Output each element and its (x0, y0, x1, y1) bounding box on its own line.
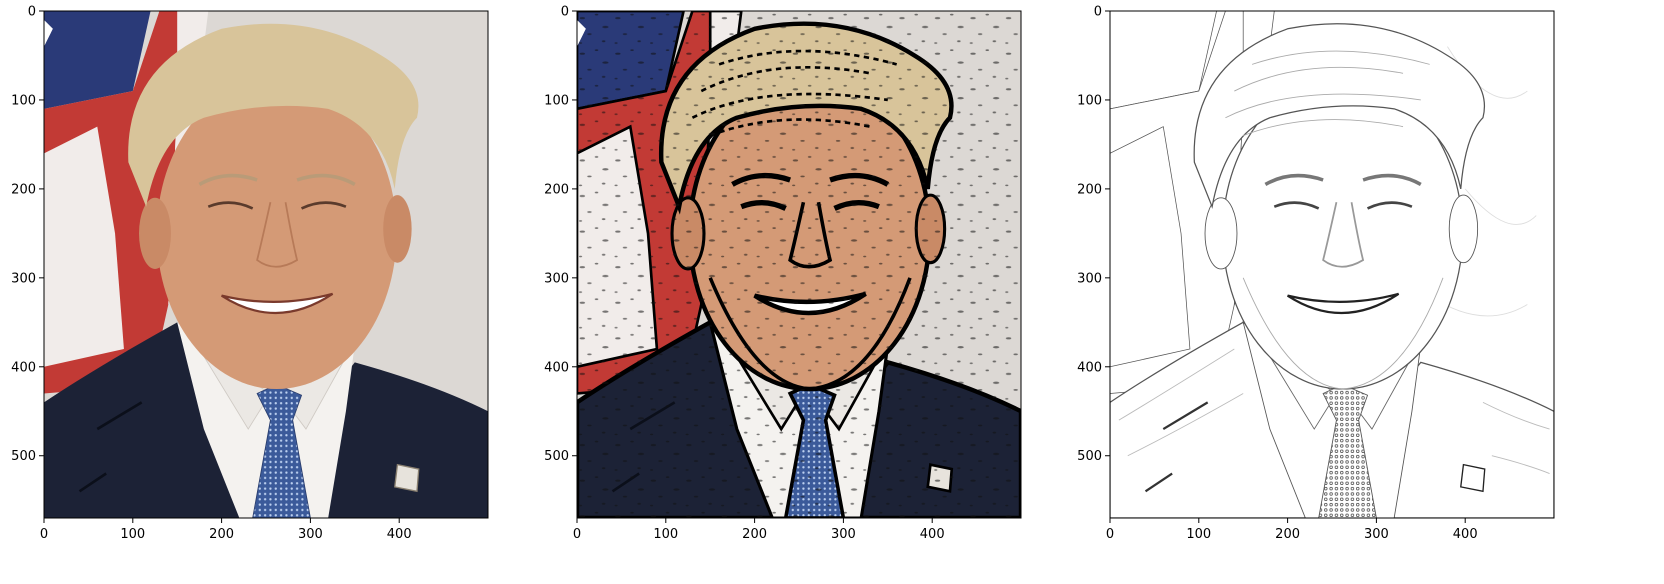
jaw-line (1242, 277, 1444, 390)
y-tick-label: 500 (11, 449, 36, 464)
x-tick-label: 0 (40, 527, 48, 542)
y-tick-label: 200 (11, 182, 36, 197)
y-tick-label: 100 (11, 93, 36, 108)
y-tick-label: 400 (11, 360, 36, 375)
nose (256, 202, 299, 268)
axes-frame (576, 10, 1022, 519)
hair (1193, 23, 1486, 209)
flag-white-stripe (1110, 126, 1191, 368)
nose (1322, 202, 1365, 268)
y-tick-label: 400 (544, 360, 569, 375)
x-tick-label: 0 (1106, 527, 1114, 542)
y-tick-label: 300 (544, 271, 569, 286)
image-content (1110, 11, 1554, 518)
y-tick-label: 200 (544, 182, 569, 197)
face (156, 77, 397, 390)
y-tick-label: 100 (544, 93, 569, 108)
y-tick-label: 400 (1077, 360, 1102, 375)
hair-strands (1225, 50, 1430, 136)
axes-frame (43, 10, 489, 519)
ear-right (1448, 194, 1479, 264)
y-tick-label: 0 (561, 5, 569, 20)
y-tick-label: 0 (1094, 5, 1102, 20)
y-tick-label: 300 (1077, 271, 1102, 286)
x-tick-label: 300 (298, 527, 323, 542)
x-tick-label: 0 (573, 527, 581, 542)
ear-left (1204, 197, 1238, 270)
ear-right (383, 195, 412, 263)
smile (220, 292, 334, 315)
panel-cartoon-effect: 0 100 200 300 400 0 100 200 300 400 500 (544, 5, 1022, 542)
eyes (207, 201, 347, 210)
panel-pencil-sketch: 0 100 200 300 400 0 100 200 300 400 500 (1077, 5, 1555, 542)
flag-canton (44, 11, 151, 109)
eyes (1273, 201, 1413, 210)
x-tick-label: 200 (1275, 527, 1300, 542)
x-tick-label: 300 (831, 527, 856, 542)
eyebrows (1264, 173, 1422, 187)
y-tick-label: 500 (1077, 449, 1102, 464)
suit-right (310, 362, 488, 518)
x-tick-label: 200 (742, 527, 767, 542)
hair (128, 23, 419, 207)
flag-star (1110, 19, 1119, 47)
ear-left (139, 197, 171, 269)
smile (1286, 292, 1400, 315)
lapel-pin (394, 463, 420, 493)
lapel-line (1144, 401, 1209, 493)
image-pencil-sketch (1110, 11, 1554, 518)
axes-frame (1109, 10, 1555, 519)
y-tick-label: 500 (544, 449, 569, 464)
x-tick-label: 400 (1453, 527, 1478, 542)
y-tick-label: 0 (28, 5, 36, 20)
x-tick-label: 400 (387, 527, 412, 542)
y-tick-label: 100 (1077, 93, 1102, 108)
x-tick-label: 100 (1186, 527, 1211, 542)
x-tick-label: 200 (209, 527, 234, 542)
eyebrows (198, 173, 356, 187)
x-tick-label: 300 (1364, 527, 1389, 542)
flag-white-stripe (44, 126, 124, 367)
y-tick-label: 200 (1077, 182, 1102, 197)
lapel-line (78, 401, 143, 493)
cartoon-edges-texture (577, 11, 1021, 518)
panel-original-photo: 0 100 200 300 400 0 100 200 300 400 500 (11, 5, 489, 542)
image-cartoon-effect (577, 11, 1021, 518)
image-content (44, 11, 488, 518)
suit-sketch-lines (1118, 348, 1550, 474)
image-content (577, 11, 1021, 518)
x-tick-label: 400 (920, 527, 945, 542)
x-tick-label: 100 (120, 527, 145, 542)
lapel-pin (1460, 463, 1486, 493)
flag-star (44, 19, 53, 47)
x-tick-label: 100 (653, 527, 678, 542)
y-tick-label: 300 (11, 271, 36, 286)
image-original-photo (44, 11, 488, 518)
